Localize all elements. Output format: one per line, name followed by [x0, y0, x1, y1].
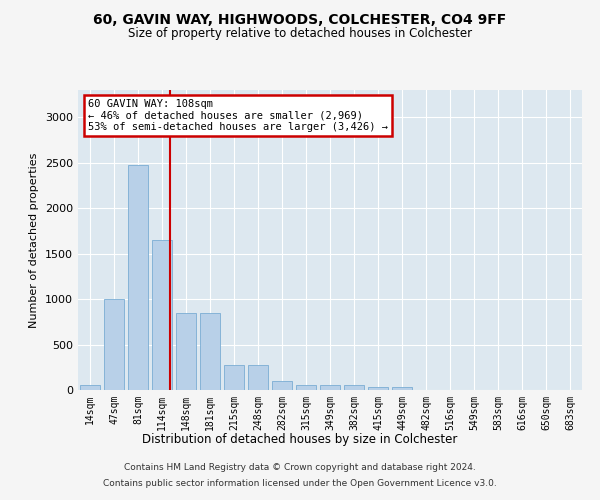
- Bar: [104, 299, 124, 390]
- Text: Contains HM Land Registry data © Crown copyright and database right 2024.: Contains HM Land Registry data © Crown c…: [124, 464, 476, 472]
- Text: 60 GAVIN WAY: 108sqm
← 46% of detached houses are smaller (2,969)
53% of semi-de: 60 GAVIN WAY: 108sqm ← 46% of detached h…: [88, 99, 388, 132]
- Bar: [248, 366, 268, 390]
- Text: Size of property relative to detached houses in Colchester: Size of property relative to detached ho…: [128, 28, 472, 40]
- Bar: [152, 240, 172, 390]
- Bar: [80, 386, 100, 390]
- Y-axis label: Number of detached properties: Number of detached properties: [29, 152, 40, 328]
- Bar: [296, 385, 316, 390]
- Bar: [128, 164, 148, 390]
- Text: 60, GAVIN WAY, HIGHWOODS, COLCHESTER, CO4 9FF: 60, GAVIN WAY, HIGHWOODS, COLCHESTER, CO…: [94, 12, 506, 26]
- Bar: [320, 386, 340, 390]
- Text: Distribution of detached houses by size in Colchester: Distribution of detached houses by size …: [142, 432, 458, 446]
- Bar: [344, 386, 364, 390]
- Bar: [368, 387, 388, 390]
- Bar: [224, 366, 244, 390]
- Bar: [176, 312, 196, 390]
- Bar: [272, 381, 292, 390]
- Text: Contains public sector information licensed under the Open Government Licence v3: Contains public sector information licen…: [103, 478, 497, 488]
- Bar: [200, 312, 220, 390]
- Bar: [392, 387, 412, 390]
